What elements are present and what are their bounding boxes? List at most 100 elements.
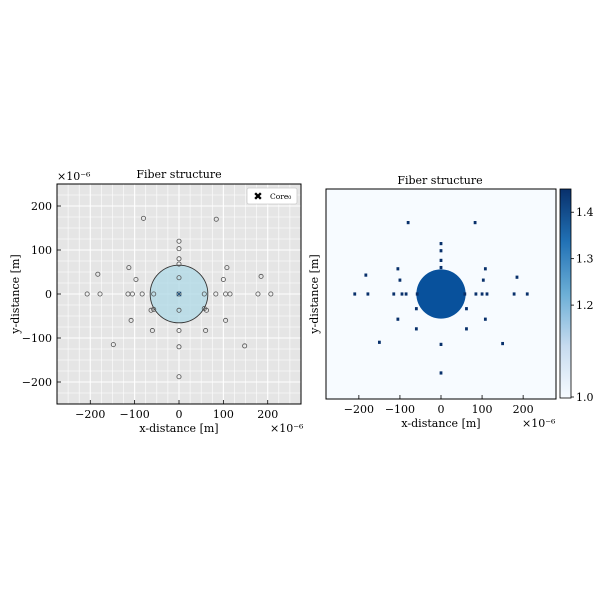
air-hole (201, 291, 207, 297)
inclusion (439, 258, 443, 262)
legend-marker-icon: ✖ (253, 190, 262, 203)
x-tick-label: 0 (438, 403, 445, 416)
inclusion (396, 267, 400, 271)
air-hole (151, 291, 157, 297)
air-hole (220, 276, 226, 282)
left-chart: Fiber structure ×10⁻⁶ −200 −100 0 100 200−20… (9, 168, 304, 435)
air-hole (176, 275, 182, 281)
air-hole (129, 291, 135, 297)
inclusion (404, 292, 408, 296)
air-hole (242, 343, 248, 349)
inclusion (439, 265, 443, 270)
inclusion (501, 341, 505, 346)
x-tick-label: 200 (513, 403, 534, 416)
air-hole (176, 307, 182, 313)
left-tick-labels: −200 −100 0 100 200 −200 −100 0 100 200 (22, 200, 278, 421)
x-tick-label: 0 (176, 408, 183, 421)
inclusion (439, 249, 443, 253)
left-plot-frame (56, 183, 302, 405)
y-tick-label: 200 (31, 200, 52, 213)
inclusion (481, 278, 485, 282)
inclusion (414, 327, 418, 331)
air-hole (176, 291, 182, 297)
air-hole (176, 238, 182, 244)
inclusion (414, 307, 418, 311)
air-hole (223, 317, 229, 323)
inclusion (485, 292, 489, 296)
inclusion (483, 267, 487, 271)
inclusion (364, 273, 368, 277)
air-hole (139, 291, 145, 297)
x-tick-label: −200 (344, 403, 374, 416)
colorbar-tick-label: 1.4 (576, 206, 594, 219)
left-legend: ✖ Core₀ (246, 187, 298, 205)
colorbar-tick-label: 1.2 (576, 299, 594, 312)
y-tick-label: −100 (22, 332, 52, 345)
air-holes (84, 215, 274, 380)
colorbar-ticks: 1.4 1.3 1.2 1.0 (571, 206, 594, 404)
inclusion (366, 292, 370, 296)
inclusion (439, 371, 443, 375)
y-tick-label: −200 (22, 376, 52, 389)
air-hole (268, 291, 274, 297)
air-hole (176, 374, 182, 380)
inclusion (473, 221, 477, 225)
air-hole (141, 215, 147, 221)
air-hole (213, 216, 219, 222)
inclusion (483, 317, 487, 321)
x-tick-label: −100 (120, 408, 150, 421)
y-tick-label: 100 (31, 244, 52, 257)
air-hole (204, 307, 210, 313)
air-hole (149, 328, 155, 334)
heatmap-inclusions (353, 221, 529, 375)
inclusion (398, 278, 402, 282)
core-x-mark (176, 291, 182, 297)
air-hole (255, 291, 261, 297)
inclusion (415, 292, 419, 296)
air-hole (126, 265, 132, 271)
inclusion (463, 292, 467, 296)
right-tick-labels: −200 −100 0 100 200 (344, 395, 534, 416)
air-hole (176, 246, 182, 252)
inclusion (515, 275, 519, 279)
colorbar-tick-label: 1.0 (576, 391, 594, 404)
x-tick-label: −200 (75, 408, 105, 421)
air-hole (128, 317, 134, 323)
right-x-label: x-distance [m] (401, 417, 480, 430)
inclusion (377, 340, 381, 344)
colorbar-tick-label: 1.3 (576, 253, 594, 266)
inclusion (439, 342, 443, 346)
left-chart-title: Fiber structure (136, 168, 221, 181)
legend-label: Core₀ (270, 192, 291, 201)
air-hole (97, 291, 103, 297)
air-hole (95, 271, 101, 277)
inclusion (512, 292, 516, 296)
air-hole (258, 273, 264, 279)
air-hole (224, 265, 230, 271)
inclusion (474, 292, 478, 296)
legend-box (246, 187, 298, 205)
x-tick-label: 100 (213, 408, 234, 421)
inclusion (525, 292, 529, 296)
inclusion (396, 317, 400, 321)
air-hole (176, 256, 182, 262)
y-tick-label: 0 (45, 288, 52, 301)
x-tick-label: 100 (472, 403, 493, 416)
right-chart-title: Fiber structure (397, 174, 482, 187)
left-y-offset-text: ×10⁻⁶ (57, 170, 91, 183)
core-marker (176, 291, 182, 297)
inclusion (400, 292, 404, 296)
heatmap-core (416, 269, 466, 319)
colorbar-gradient (559, 188, 572, 399)
left-y-label: y-distance [m] (9, 254, 22, 334)
air-hole (176, 344, 182, 350)
inclusion (465, 307, 468, 311)
right-y-label: y-distance [m] (308, 254, 321, 334)
inclusion (480, 292, 484, 296)
x-tick-label: 200 (257, 408, 278, 421)
air-hole (176, 261, 182, 267)
air-hole (148, 307, 154, 313)
inclusion (465, 327, 468, 331)
colorbar: 1.4 1.3 1.2 1.0 (559, 188, 594, 404)
